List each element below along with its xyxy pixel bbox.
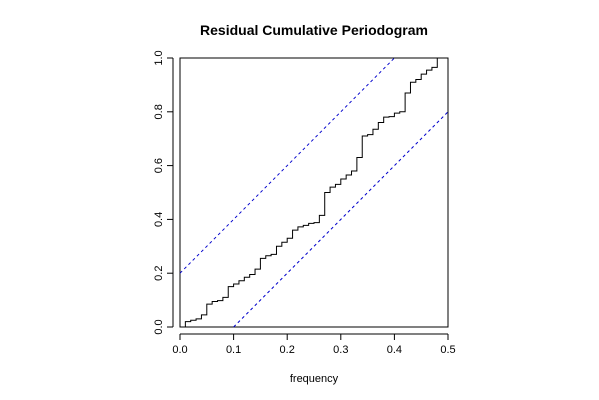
cumulative-periodogram-step-line: [180, 57, 448, 328]
x-tick-label: 0.3: [333, 344, 348, 356]
x-tick-label: 0.5: [440, 344, 455, 356]
plot-frame: [179, 57, 449, 328]
x-axis-label: frequency: [290, 373, 339, 385]
x-axis: 0.0 0.1 0.2 0.3 0.4 0.5: [172, 333, 456, 356]
y-tick-label: 0.8: [153, 104, 165, 119]
x-tick-label: 0.0: [172, 344, 187, 356]
y-tick-label: 0.4: [153, 212, 165, 227]
chart-title: Residual Cumulative Periodogram: [200, 22, 428, 38]
x-tick-label: 0.2: [280, 344, 295, 356]
lower-confidence-bound-line: [233, 111, 449, 328]
plot-area: [179, 57, 449, 328]
y-tick-label: 0.6: [153, 158, 165, 173]
y-tick-label: 0.2: [153, 266, 165, 281]
y-tick-label: 0.0: [153, 319, 165, 334]
series-layer: [179, 57, 449, 328]
y-tick-label: 1.0: [153, 50, 165, 65]
x-tick-label: 0.1: [226, 344, 241, 356]
y-axis: 0.0 0.2 0.4 0.6 0.8 1.0: [153, 50, 174, 335]
x-tick-label: 0.4: [387, 344, 402, 356]
upper-confidence-bound-line: [179, 57, 395, 274]
